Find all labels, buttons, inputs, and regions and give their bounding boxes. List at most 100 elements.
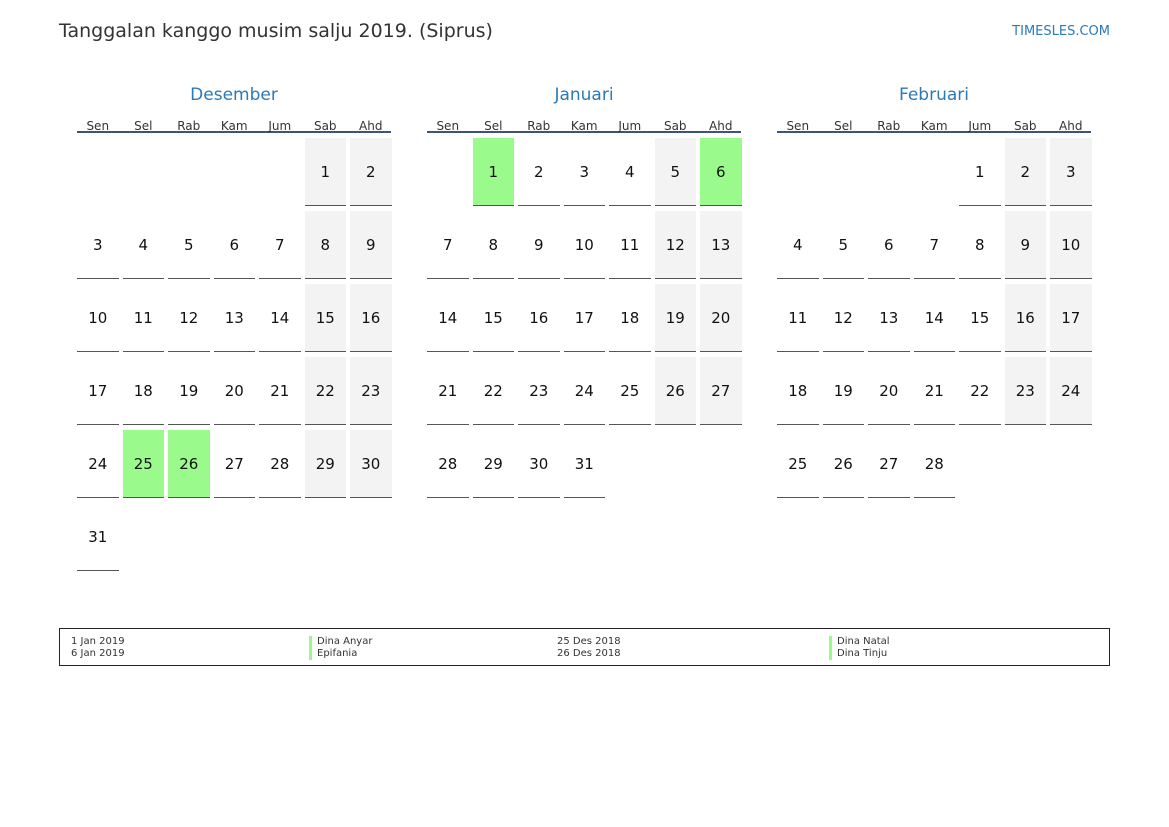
legend-names-left: Dina Anyar Epifania	[309, 636, 372, 660]
day-cell: 2	[1004, 138, 1046, 206]
day-cell: 21	[427, 357, 469, 425]
month-title: Desember	[190, 85, 278, 105]
empty-day-cell	[823, 138, 865, 206]
weekday-header: Sen Sel Rab Kam Jum Sab Ahd	[427, 108, 741, 133]
legend-date: 1 Jan 2019	[71, 636, 125, 647]
empty-day-cell	[77, 138, 119, 206]
day-cell: 2	[350, 138, 392, 206]
day-cell: 5	[168, 211, 210, 279]
day-cell: 11	[122, 284, 164, 352]
empty-day-cell	[427, 138, 469, 206]
day-cell: 16	[350, 284, 392, 352]
day-cell: 12	[822, 284, 864, 352]
day-cell: 10	[77, 284, 119, 352]
day-cell: 7	[427, 211, 469, 279]
day-cell: 25	[777, 430, 819, 498]
day-cell: 5	[822, 211, 864, 279]
empty-day-cell	[777, 138, 819, 206]
month-title: Januari	[554, 85, 614, 105]
legend-holiday-name: Epifania	[309, 648, 372, 660]
legend-dates-left: 1 Jan 2019 6 Jan 2019	[71, 636, 125, 660]
day-cell: 16	[518, 284, 560, 352]
day-cell: 8	[959, 211, 1001, 279]
empty-day-cell	[123, 138, 165, 206]
weekday-label: Rab	[877, 119, 901, 133]
weekday-label: Jum	[268, 119, 292, 133]
day-cell: 13	[700, 211, 742, 279]
weekday-label: Sab	[663, 119, 687, 133]
empty-day-cell	[168, 138, 210, 206]
day-cell: 26	[168, 430, 210, 498]
day-cell: 12	[168, 284, 210, 352]
day-cell: 25	[122, 430, 164, 498]
legend-names-right: Dina Natal Dina Tinju	[829, 636, 890, 660]
legend-holiday-name: Dina Tinju	[829, 648, 890, 660]
day-cell: 10	[563, 211, 605, 279]
day-cell: 24	[77, 430, 119, 498]
day-cell: 4	[122, 211, 164, 279]
day-cell: 20	[868, 357, 910, 425]
month-title: Februari	[899, 85, 969, 105]
weekday-label: Rab	[177, 119, 201, 133]
weekday-label: Sab	[313, 119, 337, 133]
day-cell: 19	[822, 357, 864, 425]
page-title: Tanggalan kanggo musim salju 2019. (Sipr…	[59, 20, 493, 42]
day-cell: 20	[700, 284, 742, 352]
day-cell: 5	[654, 138, 696, 206]
day-cell: 14	[259, 284, 301, 352]
day-cell: 6	[213, 211, 255, 279]
day-cell: 1	[959, 138, 1001, 206]
day-cell: 21	[913, 357, 955, 425]
day-cell: 18	[777, 357, 819, 425]
weekday-label: Jum	[618, 119, 642, 133]
day-cell: 24	[1050, 357, 1092, 425]
holiday-legend: 1 Jan 2019 6 Jan 2019 Dina Anyar Epifani…	[59, 628, 1110, 666]
day-cell: 22	[304, 357, 346, 425]
day-cell: 15	[959, 284, 1001, 352]
day-cell: 13	[213, 284, 255, 352]
weekday-label: Sen	[86, 119, 110, 133]
day-cell: 30	[518, 430, 560, 498]
weekday-label: Ahd	[359, 119, 383, 133]
day-cell: 19	[654, 284, 696, 352]
empty-day-cell	[868, 138, 910, 206]
day-cell: 25	[609, 357, 651, 425]
day-cell: 17	[1050, 284, 1092, 352]
day-grid: 1 2 3 4 5 6 7 8 9 10 11 12 13 14 15 16 17 18 19 20 21 22 23 24 2…	[77, 138, 392, 571]
day-cell: 4	[777, 211, 819, 279]
weekday-label: Kam	[570, 119, 598, 133]
day-cell: 27	[700, 357, 742, 425]
day-cell: 31	[563, 430, 605, 498]
day-cell: 11	[609, 211, 651, 279]
legend-date: 26 Des 2018	[557, 648, 621, 659]
day-cell: 7	[913, 211, 955, 279]
day-cell: 29	[304, 430, 346, 498]
day-cell: 28	[427, 430, 469, 498]
empty-day-cell	[214, 138, 256, 206]
day-cell: 13	[868, 284, 910, 352]
weekday-label: Kam	[920, 119, 948, 133]
day-cell: 9	[1004, 211, 1046, 279]
day-cell: 19	[168, 357, 210, 425]
day-cell: 8	[472, 211, 514, 279]
day-cell: 2	[518, 138, 560, 206]
weekday-label: Sel	[134, 119, 153, 133]
day-cell: 31	[77, 503, 119, 571]
day-cell: 10	[1050, 211, 1092, 279]
legend-date: 25 Des 2018	[557, 636, 621, 647]
day-cell: 14	[913, 284, 955, 352]
weekday-label: Sen	[436, 119, 460, 133]
day-cell: 15	[472, 284, 514, 352]
site-link[interactable]: TIMESLES.COM	[1012, 24, 1110, 39]
day-cell: 15	[304, 284, 346, 352]
day-cell: 23	[518, 357, 560, 425]
day-cell: 3	[563, 138, 605, 206]
day-cell: 17	[77, 357, 119, 425]
day-cell: 14	[427, 284, 469, 352]
day-cell: 11	[777, 284, 819, 352]
weekday-label: Jum	[968, 119, 992, 133]
weekday-label: Ahd	[709, 119, 733, 133]
weekday-label: Kam	[220, 119, 248, 133]
